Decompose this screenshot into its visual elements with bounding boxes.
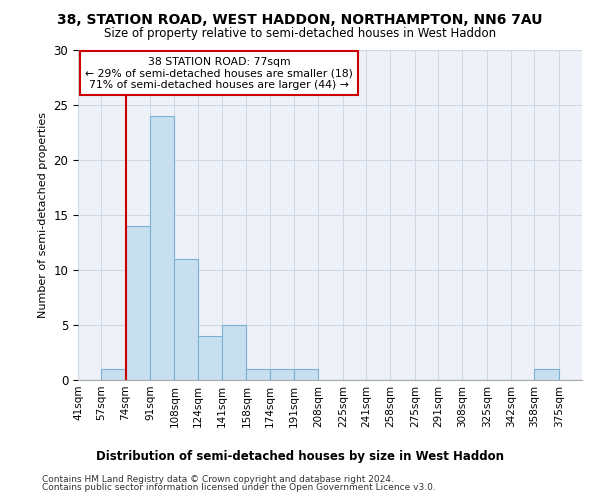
Bar xyxy=(101,369,125,380)
Text: Contains public sector information licensed under the Open Government Licence v3: Contains public sector information licen… xyxy=(42,484,436,492)
Bar xyxy=(294,369,319,380)
Text: 38 STATION ROAD: 77sqm
← 29% of semi-detached houses are smaller (18)
71% of sem: 38 STATION ROAD: 77sqm ← 29% of semi-det… xyxy=(85,56,353,90)
Bar xyxy=(197,336,222,380)
Text: 38, STATION ROAD, WEST HADDON, NORTHAMPTON, NN6 7AU: 38, STATION ROAD, WEST HADDON, NORTHAMPT… xyxy=(57,12,543,26)
Bar xyxy=(175,259,197,380)
Bar xyxy=(247,369,269,380)
Bar xyxy=(269,369,294,380)
Bar xyxy=(535,369,559,380)
Text: Contains HM Land Registry data © Crown copyright and database right 2024.: Contains HM Land Registry data © Crown c… xyxy=(42,475,394,484)
Y-axis label: Number of semi-detached properties: Number of semi-detached properties xyxy=(38,112,48,318)
Bar xyxy=(222,325,247,380)
Bar xyxy=(150,116,175,380)
Text: Distribution of semi-detached houses by size in West Haddon: Distribution of semi-detached houses by … xyxy=(96,450,504,463)
Text: Size of property relative to semi-detached houses in West Haddon: Size of property relative to semi-detach… xyxy=(104,28,496,40)
Bar xyxy=(125,226,150,380)
